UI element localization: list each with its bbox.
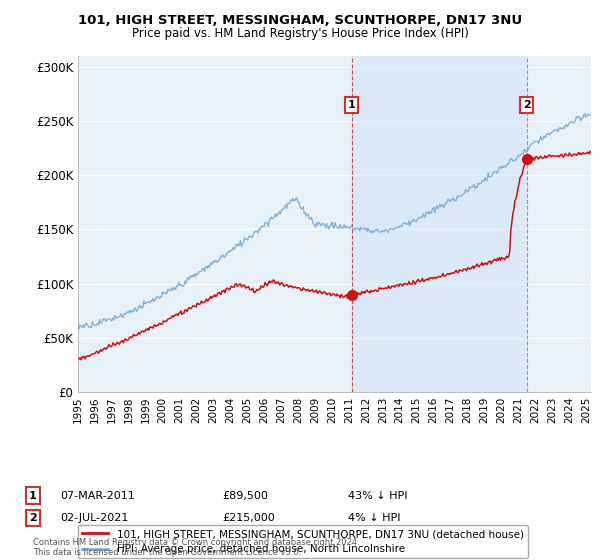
- Text: 1: 1: [29, 491, 37, 501]
- Text: Contains HM Land Registry data © Crown copyright and database right 2024.
This d: Contains HM Land Registry data © Crown c…: [33, 538, 359, 557]
- Text: 2: 2: [523, 100, 530, 110]
- Text: 07-MAR-2011: 07-MAR-2011: [60, 491, 135, 501]
- Text: 1: 1: [348, 100, 356, 110]
- Text: Price paid vs. HM Land Registry's House Price Index (HPI): Price paid vs. HM Land Registry's House …: [131, 27, 469, 40]
- Text: £215,000: £215,000: [222, 513, 275, 523]
- Bar: [352, 56, 527, 392]
- Text: £89,500: £89,500: [222, 491, 268, 501]
- Text: 02-JUL-2021: 02-JUL-2021: [60, 513, 128, 523]
- Text: 43% ↓ HPI: 43% ↓ HPI: [348, 491, 407, 501]
- Legend: 101, HIGH STREET, MESSINGHAM, SCUNTHORPE, DN17 3NU (detached house), HPI: Averag: 101, HIGH STREET, MESSINGHAM, SCUNTHORPE…: [78, 525, 528, 558]
- Text: 2: 2: [29, 513, 37, 523]
- Text: 101, HIGH STREET, MESSINGHAM, SCUNTHORPE, DN17 3NU: 101, HIGH STREET, MESSINGHAM, SCUNTHORPE…: [78, 14, 522, 27]
- Text: 4% ↓ HPI: 4% ↓ HPI: [348, 513, 401, 523]
